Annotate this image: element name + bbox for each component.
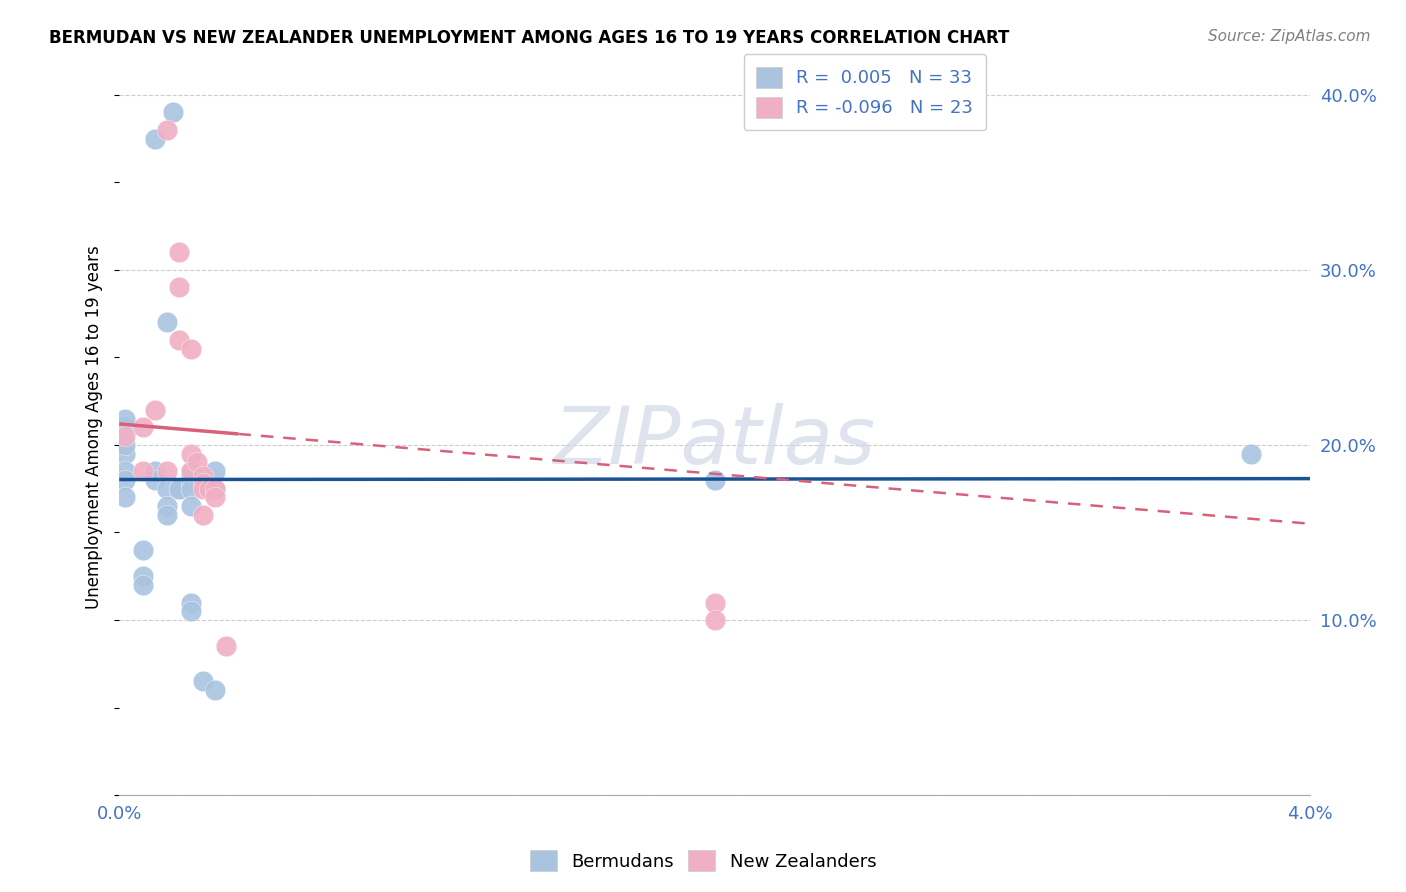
Point: [180, 595, 202, 609]
Point: [191, 469, 214, 483]
Point: [143, 473, 166, 487]
Point: [114, 429, 136, 443]
Point: [114, 411, 136, 425]
Point: [215, 640, 238, 654]
Point: [132, 578, 155, 592]
Point: [132, 569, 155, 583]
Point: [180, 342, 202, 356]
Point: [703, 473, 725, 487]
Point: [1240, 447, 1263, 461]
Point: [191, 476, 214, 491]
Point: [197, 482, 219, 496]
Point: [204, 464, 226, 478]
Point: [156, 500, 179, 514]
Point: [143, 403, 166, 417]
Point: [132, 420, 155, 434]
Point: [167, 482, 190, 496]
Point: [191, 482, 214, 496]
Point: [114, 420, 136, 434]
Point: [180, 447, 202, 461]
Point: [156, 315, 179, 329]
Point: [156, 508, 179, 522]
Point: [180, 500, 202, 514]
Point: [143, 464, 166, 478]
Point: [191, 674, 214, 689]
Point: [114, 491, 136, 505]
Point: [703, 595, 725, 609]
Text: ZIPatlas: ZIPatlas: [554, 403, 876, 481]
Point: [132, 543, 155, 558]
Point: [167, 280, 190, 294]
Point: [180, 464, 202, 478]
Point: [132, 464, 155, 478]
Point: [114, 438, 136, 452]
Point: [156, 464, 179, 478]
Point: [204, 491, 226, 505]
Point: [204, 482, 226, 496]
Legend: R =  0.005   N = 33, R = -0.096   N = 23: R = 0.005 N = 33, R = -0.096 N = 23: [744, 54, 986, 130]
Point: [114, 464, 136, 478]
Point: [180, 469, 202, 483]
Point: [186, 455, 208, 469]
Point: [114, 447, 136, 461]
Point: [167, 482, 190, 496]
Point: [180, 476, 202, 491]
Legend: Bermudans, New Zealanders: Bermudans, New Zealanders: [523, 843, 883, 879]
Y-axis label: Unemployment Among Ages 16 to 19 years: Unemployment Among Ages 16 to 19 years: [86, 245, 103, 609]
Point: [162, 105, 184, 120]
Point: [167, 333, 190, 347]
Point: [180, 604, 202, 618]
Point: [156, 123, 179, 137]
Point: [114, 473, 136, 487]
Text: BERMUDAN VS NEW ZEALANDER UNEMPLOYMENT AMONG AGES 16 TO 19 YEARS CORRELATION CHA: BERMUDAN VS NEW ZEALANDER UNEMPLOYMENT A…: [49, 29, 1010, 46]
Point: [156, 482, 179, 496]
Point: [703, 613, 725, 627]
Point: [180, 482, 202, 496]
Point: [180, 464, 202, 478]
Point: [167, 245, 190, 260]
Point: [204, 482, 226, 496]
Point: [191, 508, 214, 522]
Text: Source: ZipAtlas.com: Source: ZipAtlas.com: [1208, 29, 1371, 44]
Point: [204, 683, 226, 698]
Point: [143, 131, 166, 145]
